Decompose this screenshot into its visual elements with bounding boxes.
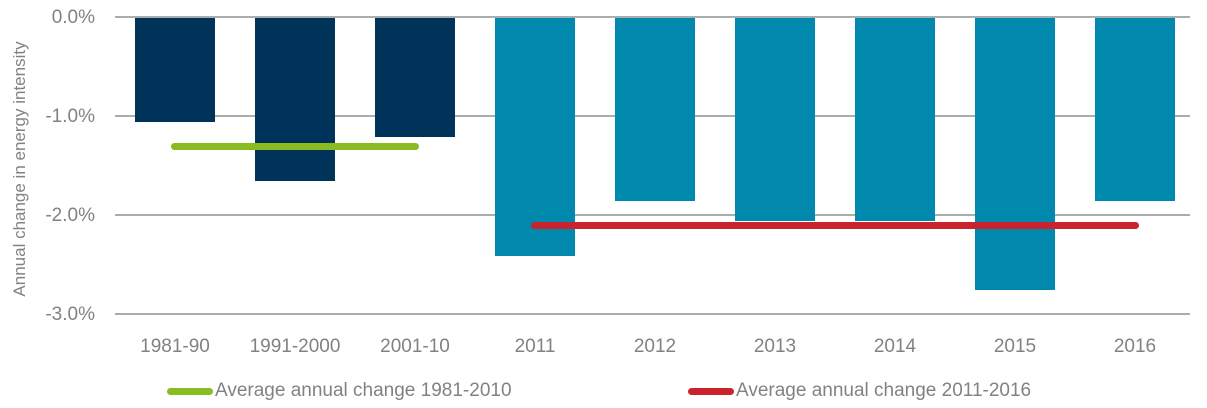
avg-line-2011-2016 — [531, 222, 1139, 230]
x-tick-label-2016: 2016 — [1113, 336, 1157, 357]
legend-label-avg-2011-2016: Average annual change 2011-2016 — [736, 380, 1032, 401]
bar-2013 — [735, 18, 815, 221]
x-tick-label-1991-2000: 1991-2000 — [249, 336, 341, 357]
x-tick-label-2015: 2015 — [993, 336, 1037, 357]
x-tick-label-1981-90: 1981-90 — [140, 336, 210, 357]
avg-line-2011-2016-swatch — [688, 387, 734, 395]
bar-2016 — [1095, 18, 1175, 202]
x-tick-label-2013: 2013 — [753, 336, 797, 357]
y-axis-title: Annual change in energy intensity — [10, 41, 29, 297]
legend-item-avg-1981-2010: Average annual change 1981-2010 — [167, 380, 512, 402]
bar-2014 — [855, 18, 935, 221]
x-tick-label-2011: 2011 — [514, 336, 556, 357]
bar-1981-90 — [135, 18, 215, 122]
bar-2012 — [615, 18, 695, 202]
gridline--2.0% — [115, 214, 1190, 216]
x-tick-label-2014: 2014 — [873, 336, 917, 357]
x-tick-label-2012: 2012 — [633, 336, 677, 357]
avg-line-1981-2010-swatch — [167, 387, 213, 395]
y-tick-label: -2.0% — [45, 205, 95, 226]
y-tick-label: -3.0% — [45, 304, 95, 325]
avg-line-1981-90-2001-10 — [171, 143, 419, 151]
legend-label-avg-1981-2010: Average annual change 1981-2010 — [215, 380, 512, 401]
bar-1991-2000 — [255, 18, 335, 182]
x-tick-label-2001-10: 2001-10 — [380, 336, 450, 357]
bar-2015 — [975, 18, 1055, 291]
y-tick-label: 0.0% — [51, 7, 95, 28]
y-tick-label: -1.0% — [45, 106, 95, 127]
gridline-0.0% — [115, 16, 1190, 18]
bar-2011 — [495, 18, 575, 256]
gridline--3.0% — [115, 313, 1190, 315]
bar-2001-10 — [375, 18, 455, 137]
legend-item-avg-2011-2016: Average annual change 2011-2016 — [688, 380, 1031, 402]
